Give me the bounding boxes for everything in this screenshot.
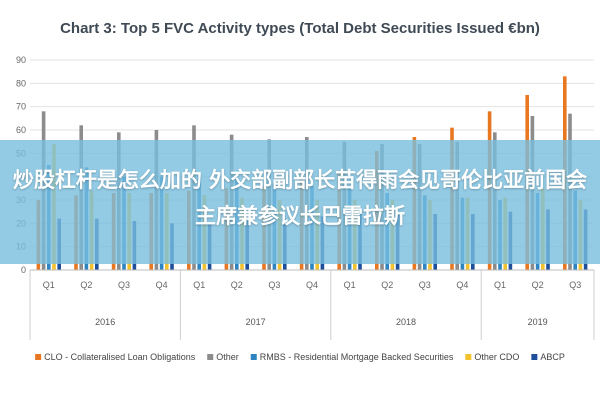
x-tick-label: Q2 [381,280,393,290]
x-tick-label: Q1 [344,280,356,290]
legend-label: RMBS - Residential Mortgage Backed Secur… [260,352,454,362]
legend-label: CLO - Collateralised Loan Obligations [44,352,196,362]
year-label: 2016 [95,317,115,327]
year-label: 2019 [528,317,548,327]
y-tick-label: 60 [16,125,26,135]
x-tick-label: Q2 [532,280,544,290]
x-tick-label: Q1 [494,280,506,290]
legend-swatch [531,354,538,360]
x-tick-label: Q4 [306,280,318,290]
legend-swatch [35,354,42,360]
y-tick-label: 0 [21,265,26,275]
x-tick-label: Q3 [268,280,280,290]
legend-label: ABCP [540,352,565,362]
year-label: 2017 [246,317,266,327]
y-tick-label: 80 [16,78,26,88]
x-tick-label: Q3 [419,280,431,290]
legend-label: Other CDO [474,352,519,362]
x-tick-label: Q3 [569,280,581,290]
x-tick-label: Q3 [118,280,130,290]
y-tick-label: 90 [16,55,26,65]
x-tick-label: Q1 [193,280,205,290]
y-tick-label: 70 [16,102,26,112]
legend: CLO - Collateralised Loan Obligations Oth… [35,352,565,362]
x-tick-label: Q1 [43,280,55,290]
legend-swatch [465,354,472,360]
text-overlay-banner: 炒股杠杆是怎么加的 外交部副部长苗得雨会见哥伦比亚前国会主席兼参议长巴雷拉斯 [0,140,600,264]
overlay-headline: 炒股杠杆是怎么加的 外交部副部长苗得雨会见哥伦比亚前国会主席兼参议长巴雷拉斯 [12,168,588,228]
legend-swatch [207,354,214,360]
year-label: 2018 [396,317,416,327]
x-tick-label: Q4 [456,280,468,290]
chart-title: Chart 3: Top 5 FVC Activity types (Total… [60,20,540,37]
x-tick-label: Q2 [231,280,243,290]
x-tick-label: Q4 [156,280,168,290]
x-tick-label: Q2 [80,280,92,290]
legend-label: Other [216,352,239,362]
legend-swatch [250,354,257,360]
x-axis: Q1 Q2 Q3 Q4 Q1 Q2 Q3 Q4 Q1 Q2 Q3 Q4 Q1 Q2 Q3 2016 2017 20… [29,269,595,340]
